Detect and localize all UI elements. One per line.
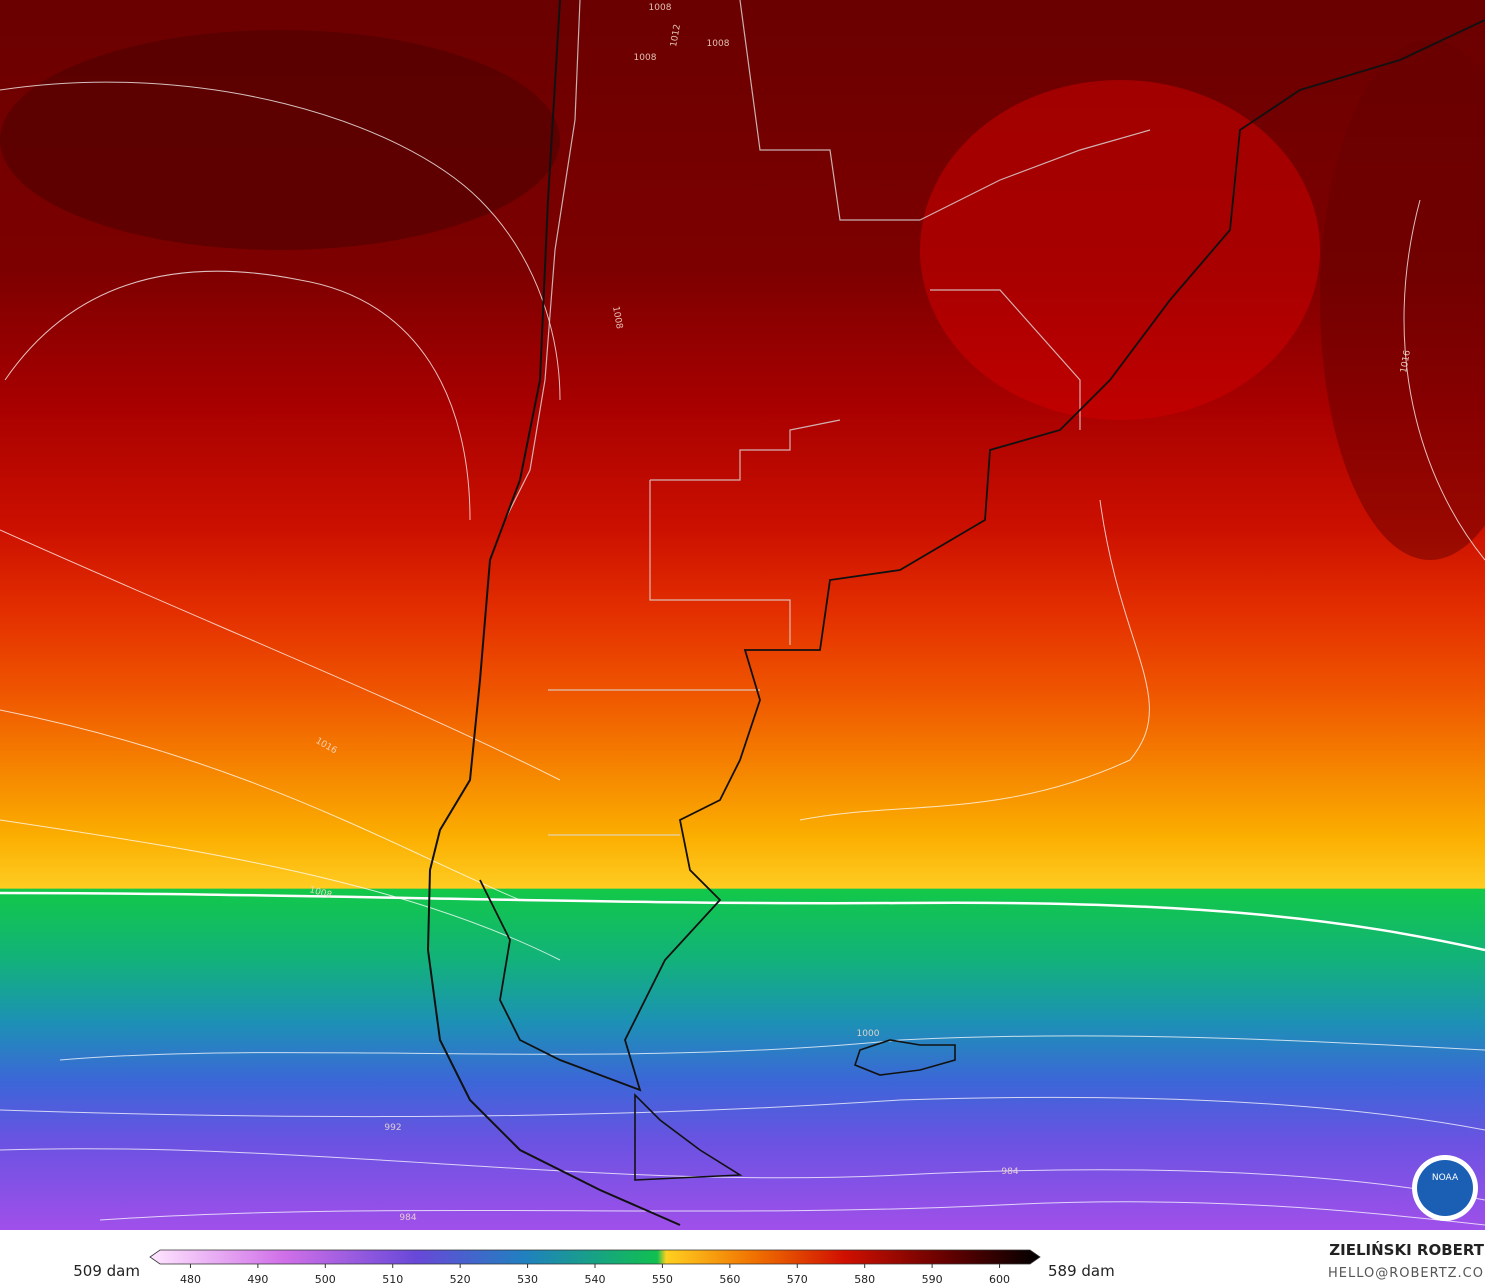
colorbar-tick-label: 600: [989, 1273, 1010, 1286]
colorbar-max-label: 589 dam: [1048, 1262, 1115, 1280]
colorbar-tick-label: 580: [854, 1273, 875, 1286]
colorbar-tick-label: 520: [450, 1273, 471, 1286]
credit-name: ZIELIŃSKI ROBERT: [1329, 1240, 1484, 1259]
contour-label: 1008: [634, 53, 657, 63]
colorbar-tick-label: 540: [585, 1273, 606, 1286]
logo-text: NOAA: [1432, 1173, 1459, 1183]
contour-label: 1008: [707, 39, 730, 49]
colorbar: 509 dam 589 dam 480 490 500 510 520 530 540 550…: [73, 1249, 1115, 1286]
contour-label: 1012: [669, 24, 683, 48]
contour-label: 1008: [649, 3, 672, 13]
contour-label: 984: [399, 1213, 416, 1223]
colorbar-tick-label: 510: [382, 1273, 403, 1286]
colorbar-tick-label: 480: [180, 1273, 201, 1286]
colorbar-tick-label: 530: [517, 1273, 538, 1286]
colorbar-tick-label: 500: [315, 1273, 336, 1286]
colorbar-tick-label: 550: [652, 1273, 673, 1286]
colorbar-tick-label: 570: [787, 1273, 808, 1286]
colorbar-tick-label: 590: [922, 1273, 943, 1286]
contour-label: 1000: [857, 1029, 880, 1039]
contour-label: 1008: [610, 306, 624, 331]
colorbar-min-label: 509 dam: [73, 1262, 140, 1280]
colorbar-tick-label: 490: [247, 1273, 268, 1286]
contour-label: 992: [384, 1123, 401, 1133]
map: 1008101210081008100810161016100810009929…: [0, 0, 1485, 1230]
colorbar-tick-label: 560: [719, 1273, 740, 1286]
noaa-logo: NOAA: [1412, 1155, 1478, 1221]
credit-email: HELLO@ROBERTZ.CO: [1328, 1266, 1484, 1281]
contour-label: 984: [1001, 1167, 1018, 1177]
contour-label: 1016: [1399, 349, 1413, 374]
